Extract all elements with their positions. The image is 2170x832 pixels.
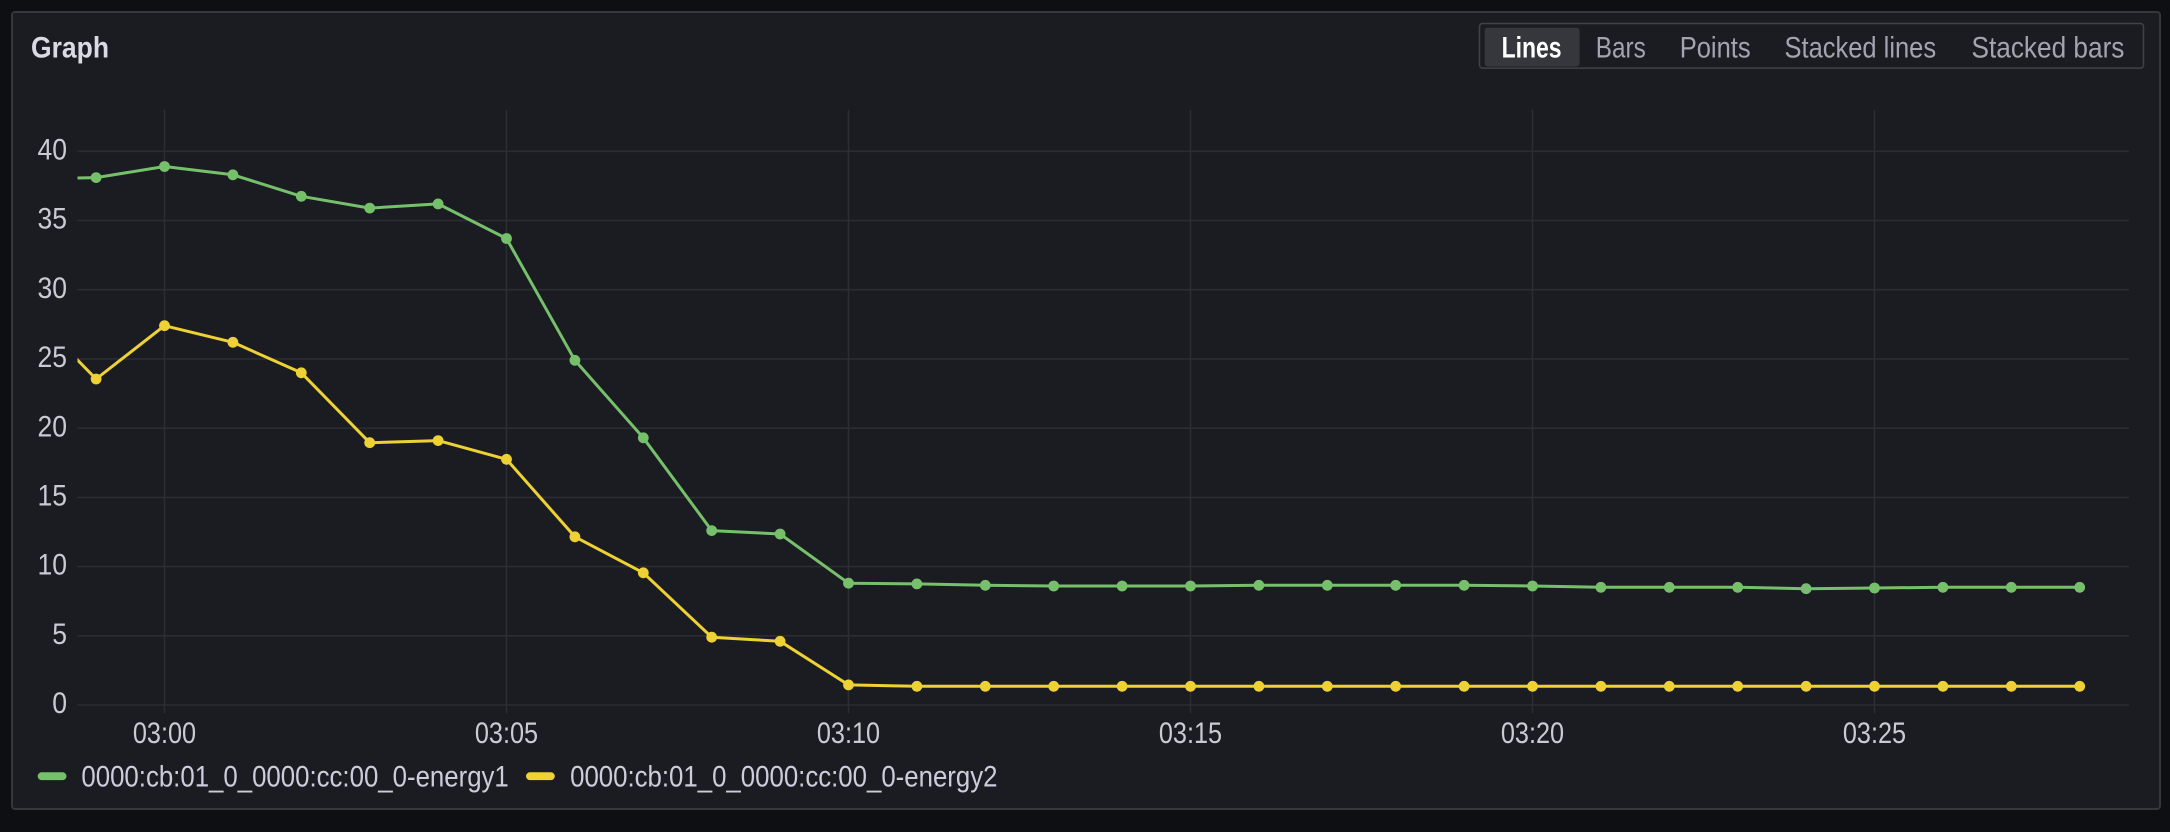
svg-text:Bars: Bars: [1596, 31, 1646, 64]
svg-text:Lines: Lines: [1502, 31, 1562, 64]
svg-text:15: 15: [38, 480, 68, 513]
svg-text:0000:cb:01_0_0000:cc:00_0-ener: 0000:cb:01_0_0000:cc:00_0-energy1: [81, 760, 508, 793]
svg-text:30: 30: [38, 272, 68, 305]
svg-text:Stacked lines: Stacked lines: [1785, 31, 1937, 64]
svg-text:0: 0: [52, 687, 67, 720]
svg-text:35: 35: [38, 203, 68, 236]
svg-text:25: 25: [38, 341, 68, 374]
svg-text:03:05: 03:05: [475, 717, 538, 750]
svg-text:03:20: 03:20: [1501, 717, 1564, 750]
svg-text:03:25: 03:25: [1843, 717, 1906, 750]
svg-text:03:00: 03:00: [133, 717, 196, 750]
svg-text:20: 20: [38, 410, 68, 443]
svg-text:5: 5: [52, 618, 67, 651]
svg-text:Points: Points: [1680, 31, 1751, 64]
svg-text:Graph: Graph: [31, 32, 109, 65]
svg-text:Stacked bars: Stacked bars: [1972, 31, 2125, 64]
svg-text:0000:cb:01_0_0000:cc:00_0-ener: 0000:cb:01_0_0000:cc:00_0-energy2: [570, 760, 997, 793]
svg-text:10: 10: [38, 549, 68, 582]
svg-text:40: 40: [38, 133, 68, 166]
svg-text:03:10: 03:10: [817, 717, 880, 750]
svg-text:03:15: 03:15: [1159, 717, 1222, 750]
